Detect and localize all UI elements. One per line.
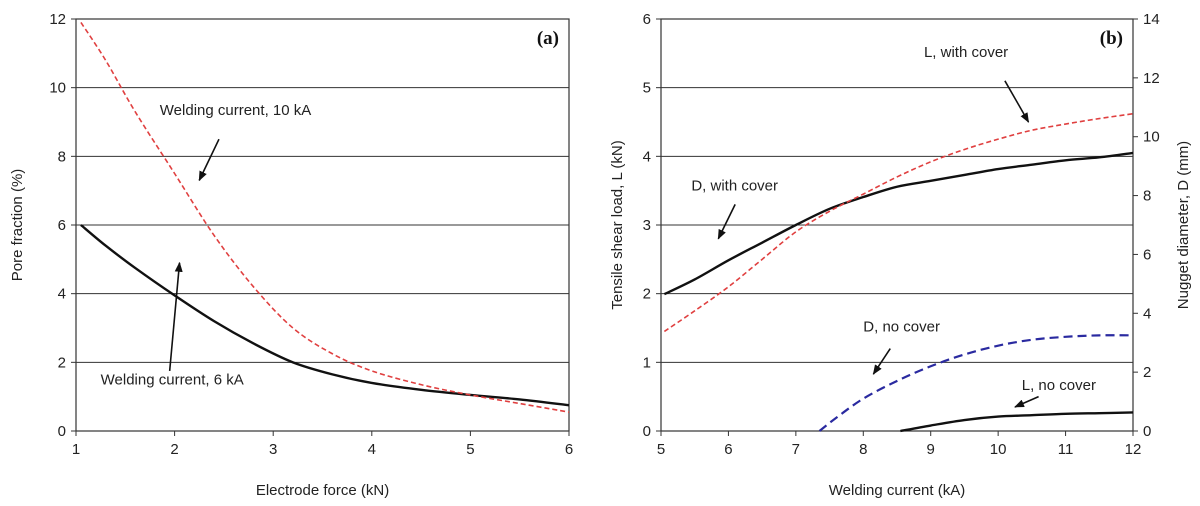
x-tick-label: 3 — [269, 441, 277, 458]
x-tick-label: 5 — [657, 441, 665, 458]
y-tick-label: 0 — [58, 423, 66, 440]
y-tick-label: 12 — [49, 11, 66, 28]
x-tick-label: 12 — [1125, 441, 1142, 458]
x-axis-label: Welding current (kA) — [829, 482, 965, 499]
y-tick-label: 4 — [643, 148, 651, 165]
annotation-label: L, no cover — [1022, 377, 1096, 394]
series-line-l_with_cover — [663, 112, 1134, 333]
y-tick-label: 1 — [643, 354, 651, 371]
y-tick-label: 8 — [58, 148, 66, 165]
x-tick-label: 2 — [170, 441, 178, 458]
annotation-arrow — [168, 261, 183, 371]
y-tick-label: 0 — [643, 423, 651, 440]
annotation-label: Welding current, 10 kA — [160, 102, 311, 119]
annotation-label: D, with cover — [691, 178, 778, 195]
annotation-arrow — [872, 348, 891, 375]
panel-label: (b) — [1100, 28, 1123, 49]
y-tick-label: 6 — [58, 217, 66, 234]
y-tick-label: 5 — [643, 80, 651, 97]
x-tick-label: 11 — [1058, 441, 1074, 458]
x-tick-label: 1 — [72, 441, 80, 458]
y-tick-label: 6 — [643, 11, 651, 28]
x-tick-label: 6 — [565, 441, 573, 458]
x-tick-label: 8 — [859, 441, 867, 458]
y2-tick-label: 0 — [1143, 423, 1151, 440]
series-line-l_no_cover — [900, 411, 1134, 433]
y2-tick-label: 12 — [1143, 70, 1160, 87]
y-tick-label: 2 — [643, 286, 651, 303]
y2-tick-label: 8 — [1143, 188, 1151, 205]
series-line-d_with_cover — [663, 151, 1134, 296]
annotation-label: Welding current, 6 kA — [101, 372, 244, 389]
y2-axis-label: Nugget diameter, D (mm) — [1175, 141, 1192, 309]
x-axis-label: Electrode force (kN) — [256, 482, 389, 499]
y2-tick-label: 6 — [1143, 246, 1151, 263]
y2-tick-label: 4 — [1143, 305, 1151, 322]
x-tick-label: 6 — [724, 441, 732, 458]
annotation-arrow — [717, 204, 736, 240]
y-tick-label: 2 — [58, 354, 66, 371]
x-tick-label: 5 — [466, 441, 474, 458]
y2-tick-label: 10 — [1143, 129, 1160, 146]
y2-tick-label: 14 — [1143, 11, 1160, 28]
annotation-arrow — [1014, 395, 1039, 408]
x-tick-label: 10 — [990, 441, 1007, 458]
x-tick-label: 9 — [927, 441, 935, 458]
annotation-label: D, no cover — [863, 318, 940, 335]
series-line-wc10 — [80, 21, 570, 413]
annotation-label: L, with cover — [924, 44, 1008, 61]
y-tick-label: 10 — [49, 80, 66, 97]
series-line-d_no_cover — [818, 334, 1134, 432]
y-axis-label: Tensile shear load, L (kN) — [609, 140, 626, 310]
x-tick-label: 4 — [368, 441, 376, 458]
annotation-arrow — [1004, 80, 1030, 123]
y-tick-label: 3 — [643, 217, 651, 234]
panel-label: (a) — [537, 28, 559, 49]
y-tick-label: 4 — [58, 286, 66, 303]
annotation-arrow — [198, 138, 220, 182]
x-tick-label: 7 — [792, 441, 800, 458]
y2-tick-label: 2 — [1143, 364, 1151, 381]
y-axis-label: Pore fraction (%) — [9, 169, 26, 282]
